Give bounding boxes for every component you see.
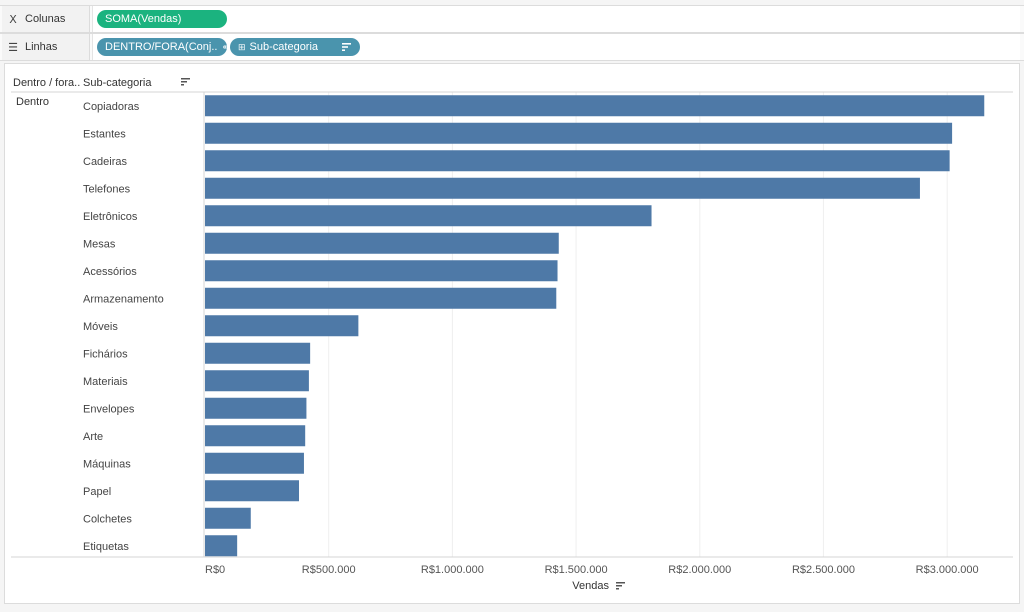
pill-label: SOMA(Vendas) — [105, 13, 182, 25]
bar-8[interactable] — [205, 287, 557, 309]
x-tick-label: R$500.000 — [302, 564, 356, 576]
set-icon: ⚭ — [221, 42, 227, 52]
category-label[interactable]: Papel — [83, 486, 111, 498]
bar-11[interactable] — [205, 370, 309, 392]
rows-drop-area[interactable]: DENTRO/FORA(Conj.. ⚭ ⊞ Sub-categoria — [92, 34, 1020, 60]
x-tick-label: R$3.000.000 — [916, 564, 979, 576]
pill-label: DENTRO/FORA(Conj.. — [105, 41, 218, 53]
bar-16[interactable] — [205, 507, 251, 529]
x-tick-label: R$1.000.000 — [421, 564, 484, 576]
pill-label: Sub-categoria — [249, 41, 319, 53]
category-label[interactable]: Móveis — [83, 321, 118, 333]
category-label[interactable]: Telefones — [83, 183, 131, 195]
bar-3[interactable] — [205, 150, 950, 172]
bar-2[interactable] — [205, 122, 953, 144]
bar-6[interactable] — [205, 232, 559, 254]
columns-shelf-label-area: Ⅹ Colunas — [2, 6, 90, 32]
header-sub-categoria[interactable]: Sub-categoria — [83, 77, 152, 89]
x-tick-label: R$0 — [205, 564, 225, 576]
pill-dentro-fora[interactable]: DENTRO/FORA(Conj.. ⚭ — [97, 38, 227, 56]
bar-13[interactable] — [205, 425, 306, 447]
sort-desc-icon[interactable] — [616, 582, 625, 590]
group-label-dentro: Dentro — [16, 96, 49, 108]
viz-area: Copiadoras Estantes Cadeiras Telefones Eletr… — [4, 63, 1020, 604]
bar-9[interactable] — [205, 315, 359, 337]
bar-5[interactable] — [205, 205, 652, 227]
bar-10[interactable] — [205, 342, 311, 364]
bar-7[interactable] — [205, 260, 558, 282]
sort-desc-icon[interactable] — [181, 78, 190, 86]
bar-14[interactable] — [205, 452, 304, 474]
columns-drop-area[interactable]: SOMA(Vendas) — [92, 6, 1020, 32]
rows-shelf: ☰ Linhas DENTRO/FORA(Conj.. ⚭ ⊞ Sub-catego… — [0, 33, 1024, 61]
x-tick-label: R$2.000.000 — [668, 564, 731, 576]
bar-17[interactable] — [205, 535, 238, 557]
rows-shelf-label: Linhas — [25, 41, 58, 53]
rows-icon: ☰ — [8, 41, 18, 54]
sort-desc-icon — [342, 38, 351, 56]
category-label[interactable]: Acessórios — [83, 266, 137, 278]
bar-1[interactable] — [205, 95, 985, 117]
category-label[interactable]: Armazenamento — [83, 293, 164, 305]
pill-soma-vendas[interactable]: SOMA(Vendas) — [97, 10, 227, 28]
category-label[interactable]: Estantes — [83, 128, 126, 140]
category-label[interactable]: Envelopes — [83, 403, 135, 415]
category-label[interactable]: Cadeiras — [83, 156, 128, 168]
category-label[interactable]: Eletrônicos — [83, 211, 138, 223]
category-label[interactable]: Materiais — [83, 376, 128, 388]
header-dentro-fora[interactable]: Dentro / fora.. — [13, 77, 80, 89]
bar-4[interactable] — [205, 177, 920, 199]
plus-square-icon: ⊞ — [238, 42, 246, 52]
category-label[interactable]: Máquinas — [83, 458, 131, 470]
columns-shelf: Ⅹ Colunas SOMA(Vendas) — [0, 5, 1024, 33]
bar-12[interactable] — [205, 397, 307, 419]
bar-15[interactable] — [205, 480, 300, 502]
x-tick-label: R$2.500.000 — [792, 564, 855, 576]
pill-sub-categoria[interactable]: ⊞ Sub-categoria — [230, 38, 360, 56]
category-label[interactable]: Fichários — [83, 348, 128, 360]
columns-icon: Ⅹ — [9, 13, 17, 26]
category-label[interactable]: Arte — [83, 431, 103, 443]
category-label[interactable]: Mesas — [83, 238, 116, 250]
category-label[interactable]: Copiadoras — [83, 101, 140, 113]
axis-title[interactable]: Vendas — [572, 580, 609, 592]
category-label[interactable]: Colchetes — [83, 513, 132, 525]
rows-shelf-label-area: ☰ Linhas — [2, 34, 90, 60]
bar-chart: Copiadoras Estantes Cadeiras Telefones Eletr… — [11, 77, 1013, 592]
x-tick-label: R$1.500.000 — [545, 564, 608, 576]
category-label[interactable]: Etiquetas — [83, 541, 129, 553]
columns-shelf-label: Colunas — [25, 13, 66, 25]
